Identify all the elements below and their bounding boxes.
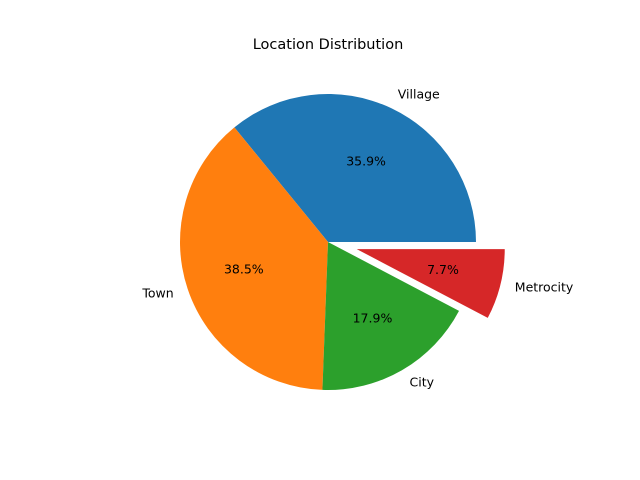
pie-slice-city [322,242,460,390]
slice-label-town: Town [141,285,173,300]
slice-percent-city: 17.9% [353,310,393,325]
slice-percent-village: 35.9% [346,153,386,168]
slice-percent-metrocity: 7.7% [427,262,459,277]
slice-label-village: Village [398,86,440,101]
slice-label-city: City [410,374,435,389]
slice-percent-town: 38.5% [224,262,264,277]
pie-slice-metrocity [356,249,505,318]
pie-slice-town [180,127,328,390]
pie-slices [180,93,505,390]
pie-slice-village [234,93,477,242]
pie-labels: Village 35.9% Town 38.5% City 17.9% Metrocity 7… [141,86,574,389]
chart-title: Location Distribution [253,37,404,53]
slice-label-metrocity: Metrocity [515,280,574,295]
